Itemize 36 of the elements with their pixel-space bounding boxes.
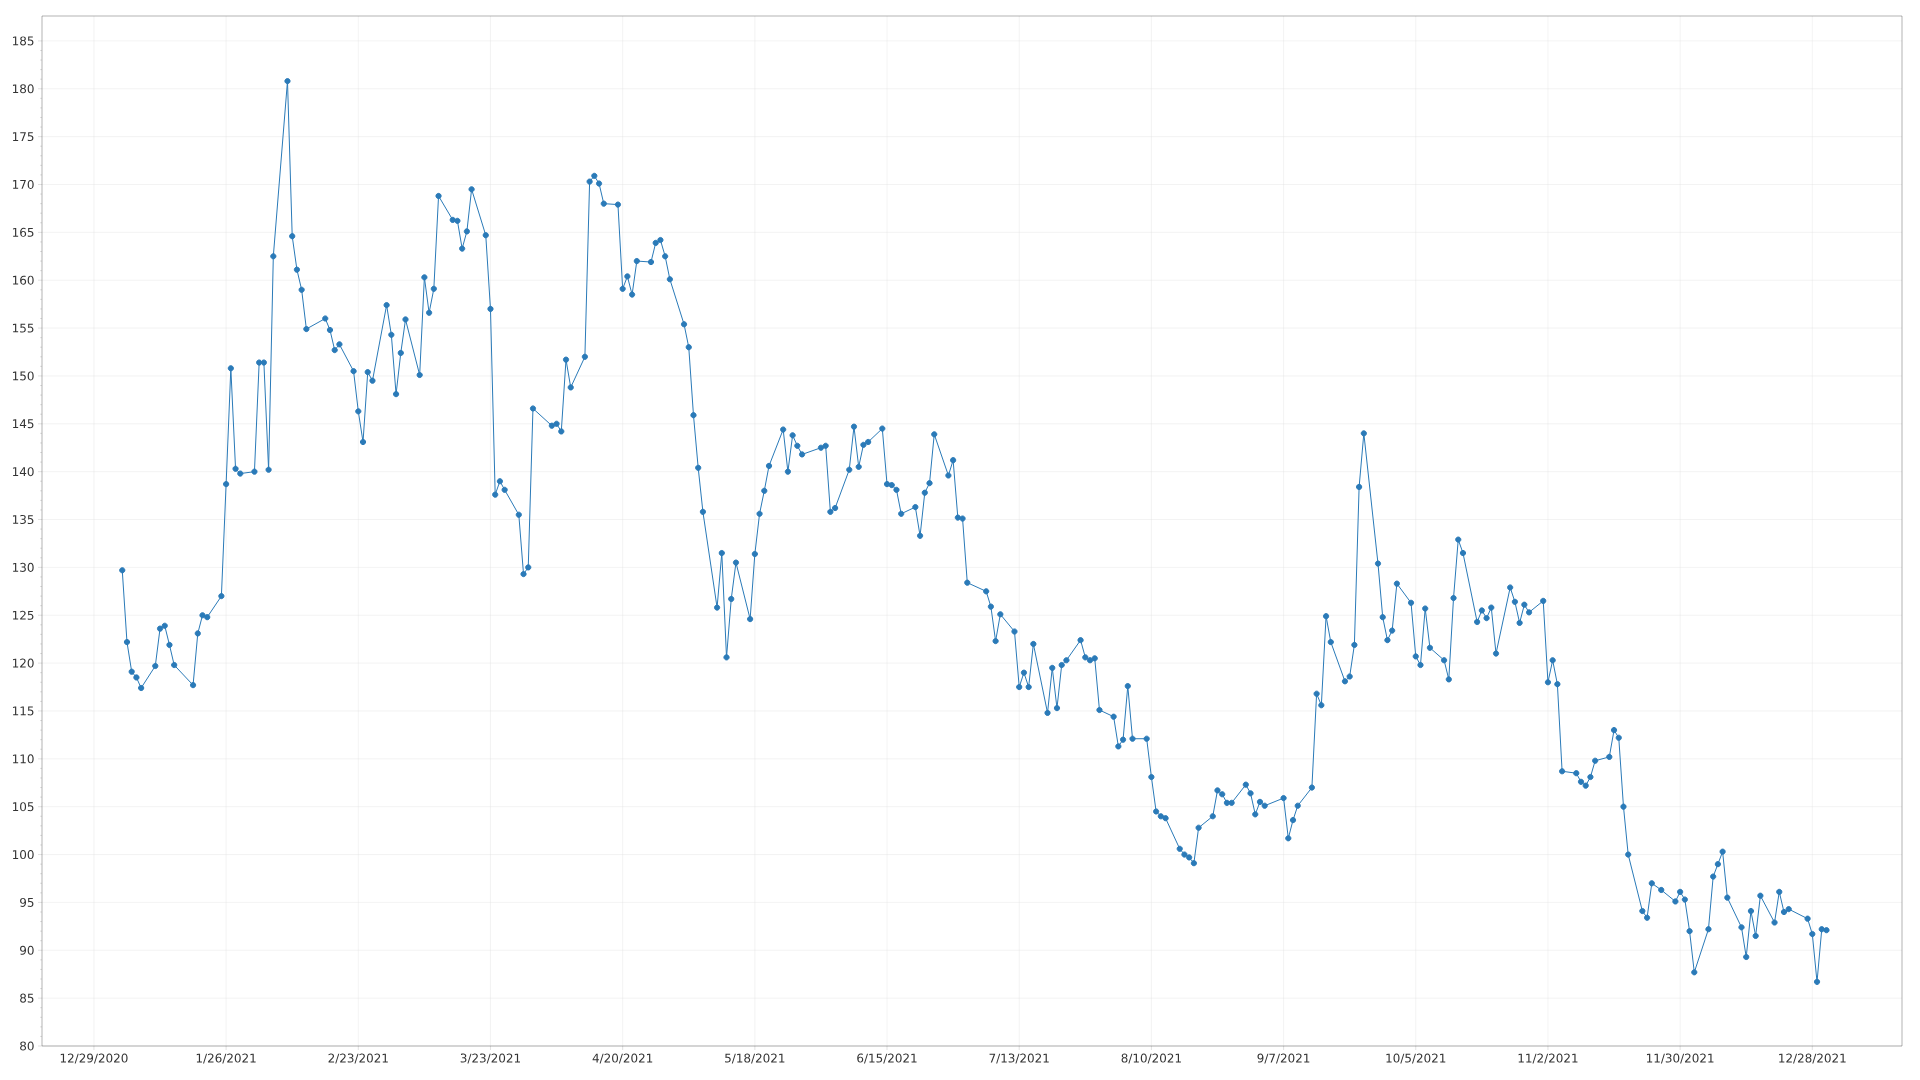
y-tick-label: 155	[12, 323, 34, 333]
y-tick-label: 145	[12, 419, 34, 429]
x-tick-label: 8/10/2021	[1121, 1053, 1181, 1064]
y-tick-label: 100	[12, 850, 34, 860]
y-tick-label: 105	[12, 802, 34, 812]
x-tick-label: 2/23/2021	[328, 1053, 388, 1064]
y-tick-label: 150	[12, 371, 34, 381]
y-tick-label: 130	[12, 562, 34, 572]
x-tick-label: 1/26/2021	[196, 1053, 256, 1064]
x-tick-label: 10/5/2021	[1386, 1053, 1446, 1064]
x-tick-label: 12/28/2021	[1779, 1053, 1846, 1064]
y-tick-label: 80	[20, 1041, 34, 1051]
x-tick-label: 4/20/2021	[592, 1053, 653, 1064]
y-tick-label: 85	[20, 993, 34, 1003]
x-tick-label: 5/18/2021	[725, 1053, 785, 1064]
y-tick-label: 135	[12, 515, 34, 525]
x-tick-label: 3/23/2021	[460, 1053, 521, 1064]
x-tick-label: 11/2/2021	[1518, 1053, 1578, 1064]
y-tick-label: 90	[20, 945, 34, 955]
y-tick-label: 165	[12, 227, 34, 237]
y-tick-label: 115	[12, 706, 34, 716]
y-tick-label: 95	[20, 897, 34, 907]
x-tick-label: 12/29/2020	[60, 1053, 128, 1064]
y-tick-label: 140	[12, 467, 34, 477]
y-tick-label: 175	[12, 132, 34, 142]
y-tick-label: 180	[12, 84, 34, 94]
y-tick-label: 185	[12, 36, 34, 46]
x-tick-label: 6/15/2021	[857, 1053, 917, 1064]
y-tick-label: 160	[12, 275, 34, 285]
y-tick-label: 120	[12, 658, 34, 668]
x-tick-label: 7/13/2021	[989, 1053, 1049, 1064]
y-tick-label: 125	[12, 610, 34, 620]
x-tick-label: 9/7/2021	[1257, 1053, 1310, 1064]
y-tick-label: 170	[12, 179, 34, 190]
y-tick-label: 110	[12, 754, 34, 764]
x-tick-label: 11/30/2021	[1646, 1053, 1714, 1064]
